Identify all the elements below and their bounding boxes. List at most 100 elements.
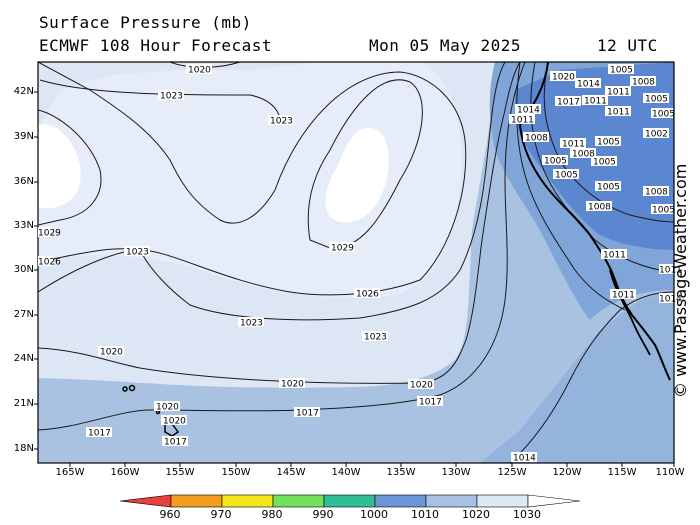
svg-text:1023: 1023: [126, 248, 149, 258]
lon-label: 125W: [497, 467, 527, 478]
isobar-label: 1029: [329, 242, 355, 254]
lat-label: 21N: [13, 398, 34, 409]
colorbar-segment-990: [272, 494, 325, 508]
forecast-time: 12 UTC: [597, 36, 658, 55]
isobar-label: 1017: [86, 427, 112, 439]
map-title: Surface Pressure (mb): [39, 13, 252, 32]
lon-label: 140W: [331, 467, 361, 478]
lon-label: 110W: [655, 467, 685, 478]
svg-text:1011: 1011: [562, 140, 585, 150]
isobar-label: 1017: [162, 436, 188, 448]
isobar-labels: 1020 1023 1023 1029 1026 1023 1023 1023 …: [38, 64, 682, 464]
isobar-label: 1023: [124, 246, 150, 258]
isobar-1017-south: [38, 62, 526, 431]
svg-text:1020: 1020: [156, 403, 179, 413]
isobar-label: 1005: [651, 204, 675, 216]
svg-text:1011: 1011: [607, 88, 630, 98]
svg-text:1023: 1023: [160, 92, 183, 102]
lat-label: 42N: [13, 86, 34, 97]
svg-text:1020: 1020: [410, 381, 433, 391]
isobar-label: 1017: [294, 407, 320, 419]
svg-text:1011: 1011: [511, 116, 534, 126]
svg-text:1026: 1026: [356, 290, 379, 300]
svg-text:1002: 1002: [645, 130, 668, 140]
isobar-label: 1008: [570, 148, 596, 160]
isobar-1023-north: [39, 79, 281, 121]
lon-label: 145W: [276, 467, 306, 478]
isobar-label: 1020: [186, 64, 212, 76]
colorbar-label: 1020: [462, 508, 490, 521]
lat-label: 33N: [13, 220, 34, 231]
isobar-label: 1014: [511, 452, 537, 464]
svg-text:1005: 1005: [610, 66, 633, 76]
svg-text:1008: 1008: [645, 188, 668, 198]
forecast-date: Mon 05 May 2025: [369, 36, 521, 55]
svg-text:1005: 1005: [652, 110, 675, 120]
svg-text:1023: 1023: [364, 333, 387, 343]
isobar-label: 1002: [643, 128, 669, 140]
isobar-label: 1023: [238, 317, 264, 329]
isobar-label: 1023: [158, 90, 184, 102]
isobar-label: 1005: [608, 64, 634, 76]
svg-text:1011: 1011: [603, 251, 626, 261]
lon-label: 155W: [165, 467, 195, 478]
svg-text:1005: 1005: [593, 158, 616, 168]
isobar-1029-west: [38, 109, 102, 226]
colorbar-segment-970: [170, 494, 223, 508]
isobar-label: 1005: [591, 156, 617, 168]
isobar-label: 1020: [154, 401, 180, 413]
isobar-label: 1014: [659, 293, 682, 305]
colorbar-label: 980: [261, 508, 283, 521]
baja-peninsula: [609, 269, 651, 356]
isobar-label: 1011: [509, 114, 535, 126]
lat-label: 36N: [13, 176, 34, 187]
colorbar-label: 990: [312, 508, 334, 521]
svg-text:1005: 1005: [645, 95, 668, 105]
isobar-label: 1020: [98, 346, 124, 358]
isobar-label: 1008: [523, 132, 549, 144]
svg-text:1020: 1020: [552, 73, 575, 83]
isobar-label: 1011: [659, 264, 682, 276]
isobar-label: 1011: [605, 106, 631, 118]
svg-text:1017: 1017: [557, 98, 580, 108]
lon-label: 130W: [441, 467, 471, 478]
watermark: © www.PassageWeather.com: [671, 163, 690, 398]
svg-text:1011: 1011: [659, 266, 682, 276]
high-center-east: [325, 128, 389, 223]
isobar-label: 1011: [560, 138, 586, 150]
isobar-label: 1020: [161, 415, 187, 427]
svg-text:1029: 1029: [331, 244, 354, 254]
colorbar-label: 970: [210, 508, 232, 521]
pressure-band-1014: [480, 290, 674, 463]
lon-label: 120W: [552, 467, 582, 478]
isobar-label: 1017: [417, 396, 443, 408]
isobar-label: 1017: [555, 96, 581, 108]
colorbar-segment-1030: [476, 494, 529, 508]
isobar-label: 1026: [354, 288, 380, 300]
svg-text:1014: 1014: [513, 454, 536, 464]
isobar-label: 1020: [550, 71, 576, 83]
colorbar-label: 1000: [360, 508, 388, 521]
isobar-label: 1020: [408, 379, 434, 391]
isobar-1026-main: [38, 62, 467, 296]
svg-text:1029: 1029: [38, 229, 61, 239]
isobar-1014-south: [509, 291, 674, 463]
isobar-label: 1011: [582, 95, 608, 107]
pressure-colorbar: [119, 494, 581, 508]
colorbar-segment-960: [119, 494, 172, 508]
svg-text:1014: 1014: [577, 80, 600, 90]
isobar-label: 1014: [515, 104, 541, 116]
colorbar-segment-max: [527, 494, 581, 508]
colorbar-label: 960: [159, 508, 181, 521]
svg-text:1008: 1008: [588, 203, 611, 213]
coastline: [518, 62, 671, 381]
isobar-1020-mid: [38, 62, 521, 384]
isobar-label: 1005: [651, 108, 675, 120]
lat-label: 24N: [13, 353, 34, 364]
colorbar-segment-980: [221, 494, 274, 508]
svg-text:1011: 1011: [607, 108, 630, 118]
svg-text:1014: 1014: [517, 106, 540, 116]
colorbar-label: 1010: [411, 508, 439, 521]
colorbar-segment-1000: [323, 494, 376, 508]
